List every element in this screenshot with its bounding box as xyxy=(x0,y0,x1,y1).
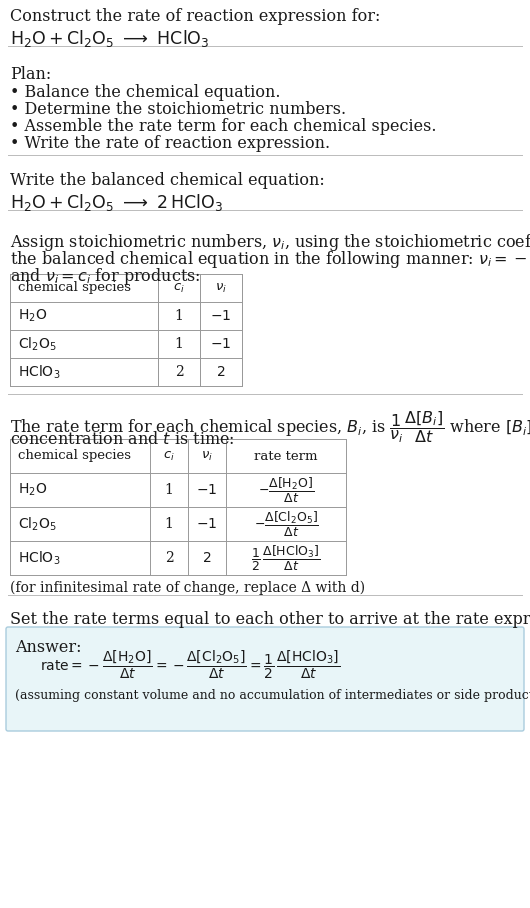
Text: (for infinitesimal rate of change, replace Δ with d): (for infinitesimal rate of change, repla… xyxy=(10,581,365,596)
Text: $c_i$: $c_i$ xyxy=(163,449,175,462)
Text: $-\dfrac{\Delta[\mathrm{Cl_2O_5}]}{\Delta t}$: $-\dfrac{\Delta[\mathrm{Cl_2O_5}]}{\Delt… xyxy=(253,509,319,538)
Text: 1: 1 xyxy=(174,337,183,351)
Text: Assign stoichiometric numbers, $\nu_i$, using the stoichiometric coefficients, $: Assign stoichiometric numbers, $\nu_i$, … xyxy=(10,232,530,253)
Text: $\mathrm{HClO_3}$: $\mathrm{HClO_3}$ xyxy=(18,549,60,567)
Text: The rate term for each chemical species, $B_i$, is $\dfrac{1}{\nu_i}\dfrac{\Delt: The rate term for each chemical species,… xyxy=(10,409,530,445)
Text: • Balance the chemical equation.: • Balance the chemical equation. xyxy=(10,84,280,101)
Text: Set the rate terms equal to each other to arrive at the rate expression:: Set the rate terms equal to each other t… xyxy=(10,611,530,628)
Text: $\mathrm{Cl_2O_5}$: $\mathrm{Cl_2O_5}$ xyxy=(18,335,57,352)
Text: $-1$: $-1$ xyxy=(210,337,232,351)
Text: 2: 2 xyxy=(165,551,173,565)
Text: 1: 1 xyxy=(164,483,173,497)
Text: • Write the rate of reaction expression.: • Write the rate of reaction expression. xyxy=(10,135,330,152)
Text: Construct the rate of reaction expression for:: Construct the rate of reaction expressio… xyxy=(10,8,381,25)
Text: Plan:: Plan: xyxy=(10,66,51,83)
Text: $\mathrm{H_2O}$: $\mathrm{H_2O}$ xyxy=(18,482,47,498)
Text: $\mathrm{H_2O + Cl_2O_5 \ \longrightarrow \ 2\,HClO_3}$: $\mathrm{H_2O + Cl_2O_5 \ \longrightarro… xyxy=(10,192,224,213)
Text: $-1$: $-1$ xyxy=(197,483,218,497)
Text: Answer:: Answer: xyxy=(15,639,82,656)
Text: $2$: $2$ xyxy=(202,551,211,565)
Text: $-1$: $-1$ xyxy=(210,309,232,323)
Text: 1: 1 xyxy=(164,517,173,531)
Text: $\mathrm{HClO_3}$: $\mathrm{HClO_3}$ xyxy=(18,363,60,380)
Text: chemical species: chemical species xyxy=(18,449,131,462)
Text: 2: 2 xyxy=(174,365,183,379)
Text: the balanced chemical equation in the following manner: $\nu_i = -c_i$ for react: the balanced chemical equation in the fo… xyxy=(10,249,530,270)
FancyBboxPatch shape xyxy=(6,627,524,731)
Text: $-\dfrac{\Delta[\mathrm{H_2O}]}{\Delta t}$: $-\dfrac{\Delta[\mathrm{H_2O}]}{\Delta t… xyxy=(258,476,314,505)
Text: • Determine the stoichiometric numbers.: • Determine the stoichiometric numbers. xyxy=(10,101,346,118)
Text: • Assemble the rate term for each chemical species.: • Assemble the rate term for each chemic… xyxy=(10,118,437,135)
Text: $\mathrm{H_2O}$: $\mathrm{H_2O}$ xyxy=(18,308,47,324)
Text: $2$: $2$ xyxy=(216,365,226,379)
Text: concentration and $t$ is time:: concentration and $t$ is time: xyxy=(10,431,235,448)
Text: $\mathrm{H_2O + Cl_2O_5 \ \longrightarrow \ HClO_3}$: $\mathrm{H_2O + Cl_2O_5 \ \longrightarro… xyxy=(10,28,209,49)
Text: $\nu_i$: $\nu_i$ xyxy=(215,281,227,294)
Text: chemical species: chemical species xyxy=(18,281,131,294)
Text: Write the balanced chemical equation:: Write the balanced chemical equation: xyxy=(10,172,325,189)
Text: and $\nu_i = c_i$ for products:: and $\nu_i = c_i$ for products: xyxy=(10,266,200,287)
Text: (assuming constant volume and no accumulation of intermediates or side products): (assuming constant volume and no accumul… xyxy=(15,688,530,702)
Text: $\mathrm{rate} = -\dfrac{\Delta[\mathrm{H_2O}]}{\Delta t} = -\dfrac{\Delta[\math: $\mathrm{rate} = -\dfrac{\Delta[\mathrm{… xyxy=(40,649,340,681)
Text: $\dfrac{1}{2}\,\dfrac{\Delta[\mathrm{HClO_3}]}{\Delta t}$: $\dfrac{1}{2}\,\dfrac{\Delta[\mathrm{HCl… xyxy=(251,544,321,573)
Text: $c_i$: $c_i$ xyxy=(173,281,185,294)
Text: $\mathrm{Cl_2O_5}$: $\mathrm{Cl_2O_5}$ xyxy=(18,516,57,533)
Text: rate term: rate term xyxy=(254,449,318,462)
Text: $-1$: $-1$ xyxy=(197,517,218,531)
Text: $\nu_i$: $\nu_i$ xyxy=(201,449,213,462)
Text: 1: 1 xyxy=(174,309,183,323)
